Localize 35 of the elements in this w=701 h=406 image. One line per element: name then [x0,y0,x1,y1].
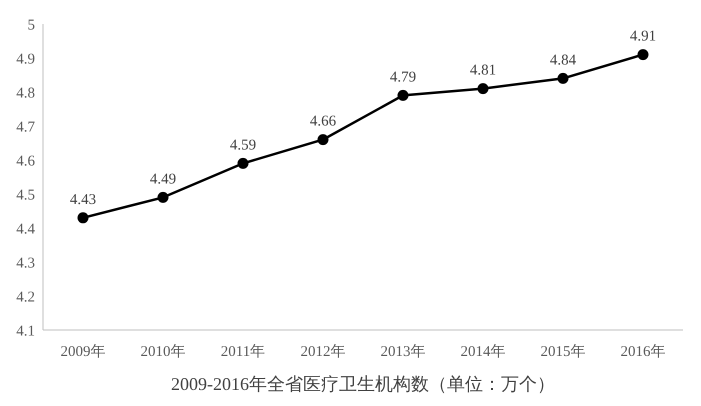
point [638,49,648,60]
data-label: 4.81 [470,62,496,79]
y-tick-label: 4.6 [16,153,36,170]
data-label: 4.59 [230,137,256,154]
y-tick-label: 4.5 [16,187,35,204]
point [158,192,168,203]
point [78,212,88,224]
y-tick-label: 4.1 [16,323,35,340]
point [558,72,568,84]
point [238,158,248,169]
y-tick-label: 4.7 [16,119,36,136]
y-tick-label: 4.2 [16,289,35,306]
y-tick-label: 4.9 [16,51,35,68]
data-label: 4.49 [150,171,176,188]
x-tick-label: 2015年 [540,343,586,360]
x-tick-label: 2012年 [300,343,346,360]
x-tick-label: 2009年 [60,343,106,360]
y-tick-label: 4.4 [16,221,36,238]
data-label: 4.43 [70,192,96,208]
data-label: 4.79 [390,69,416,86]
point [478,83,488,94]
x-axis-title: 2009-2016年全省医疗卫生机构数（单位：万个） [171,374,555,394]
point [398,90,408,101]
y-tick-label: 4.3 [16,255,35,272]
x-tick-label: 2016年 [620,343,666,360]
data-label: 4.84 [550,52,577,68]
point [318,134,328,146]
x-tick-label: 2011年 [220,343,266,360]
y-tick-label: 4.8 [16,85,35,102]
x-tick-label: 2013年 [380,343,426,360]
data-label: 4.66 [310,114,337,130]
x-tick-label: 2010年 [140,343,186,360]
data-label: 4.91 [630,28,656,45]
y-tick-label: 5 [28,17,35,34]
x-tick-label: 2014年 [460,343,506,360]
